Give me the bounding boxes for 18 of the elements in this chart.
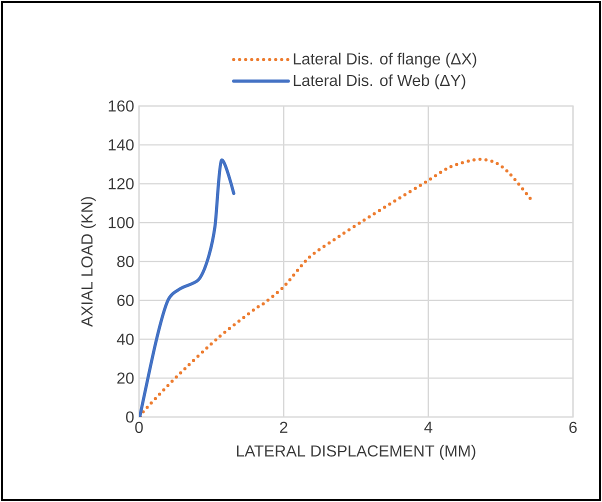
y-tick-label: 20 xyxy=(117,372,134,384)
y-tick-label: 40 xyxy=(116,334,134,345)
x-tick-label: 0 xyxy=(135,422,143,434)
line-series xyxy=(139,158,236,417)
x-tick-label: 2 xyxy=(280,422,288,433)
y-tick-label: 160 xyxy=(108,100,134,112)
legend-label: Lateral Dis. of Web (ΔY) xyxy=(294,74,466,90)
y-tick-label: 120 xyxy=(108,178,134,190)
legend-label: Lateral Dis. of flange (ΔX) xyxy=(294,52,476,68)
y-tick-label: 60 xyxy=(117,294,134,306)
y-tick-label: 80 xyxy=(117,256,134,268)
x-tick-label: 6 xyxy=(569,422,577,434)
x-axis-title: LATERAL DISPLACEMENT (MM) xyxy=(237,444,476,460)
y-axis-title: AXIAL LOAD (KN) xyxy=(80,197,96,327)
y-tick-label: 100 xyxy=(108,216,134,228)
y-tick-label: 140 xyxy=(108,139,134,151)
x-tick-label: 4 xyxy=(424,422,432,433)
y-tick-label: 0 xyxy=(126,411,134,423)
